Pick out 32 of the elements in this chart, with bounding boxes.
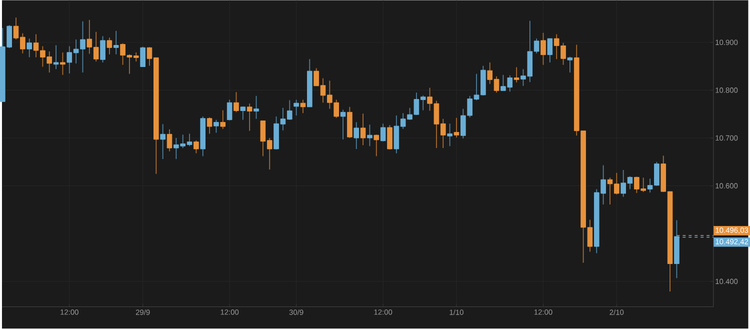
candlestick: [380, 123, 386, 142]
candlestick: [194, 140, 199, 154]
candlestick: [354, 122, 360, 150]
candlestick: [540, 32, 546, 66]
candlestick: [387, 124, 392, 150]
candlestick: [53, 44, 59, 70]
candlestick: [240, 106, 246, 120]
candlestick: [514, 66, 520, 84]
candlestick: [567, 56, 573, 74]
candlestick: [26, 38, 32, 58]
candlestick: [113, 30, 119, 55]
candlestick: [254, 96, 259, 120]
candlestick: [454, 118, 460, 138]
candlestick: [140, 46, 146, 68]
candlestick: [340, 110, 346, 140]
candlestick: [234, 92, 239, 113]
candlestick: [160, 124, 166, 160]
candlestick: [100, 36, 106, 64]
candlestick: [60, 52, 66, 76]
candlestick: [220, 110, 226, 130]
candlestick: [547, 38, 553, 64]
candlestick: [294, 99, 299, 116]
candlestick: [447, 123, 452, 147]
candlestick: [374, 134, 380, 157]
candlestick: [206, 117, 212, 134]
candlestick: [360, 113, 366, 146]
candlestick: [106, 37, 112, 55]
candlestick: [226, 99, 232, 121]
candlestick: [246, 103, 252, 132]
candlestick: [166, 129, 172, 152]
candlestick: [214, 120, 219, 134]
candlestick: [367, 124, 372, 147]
